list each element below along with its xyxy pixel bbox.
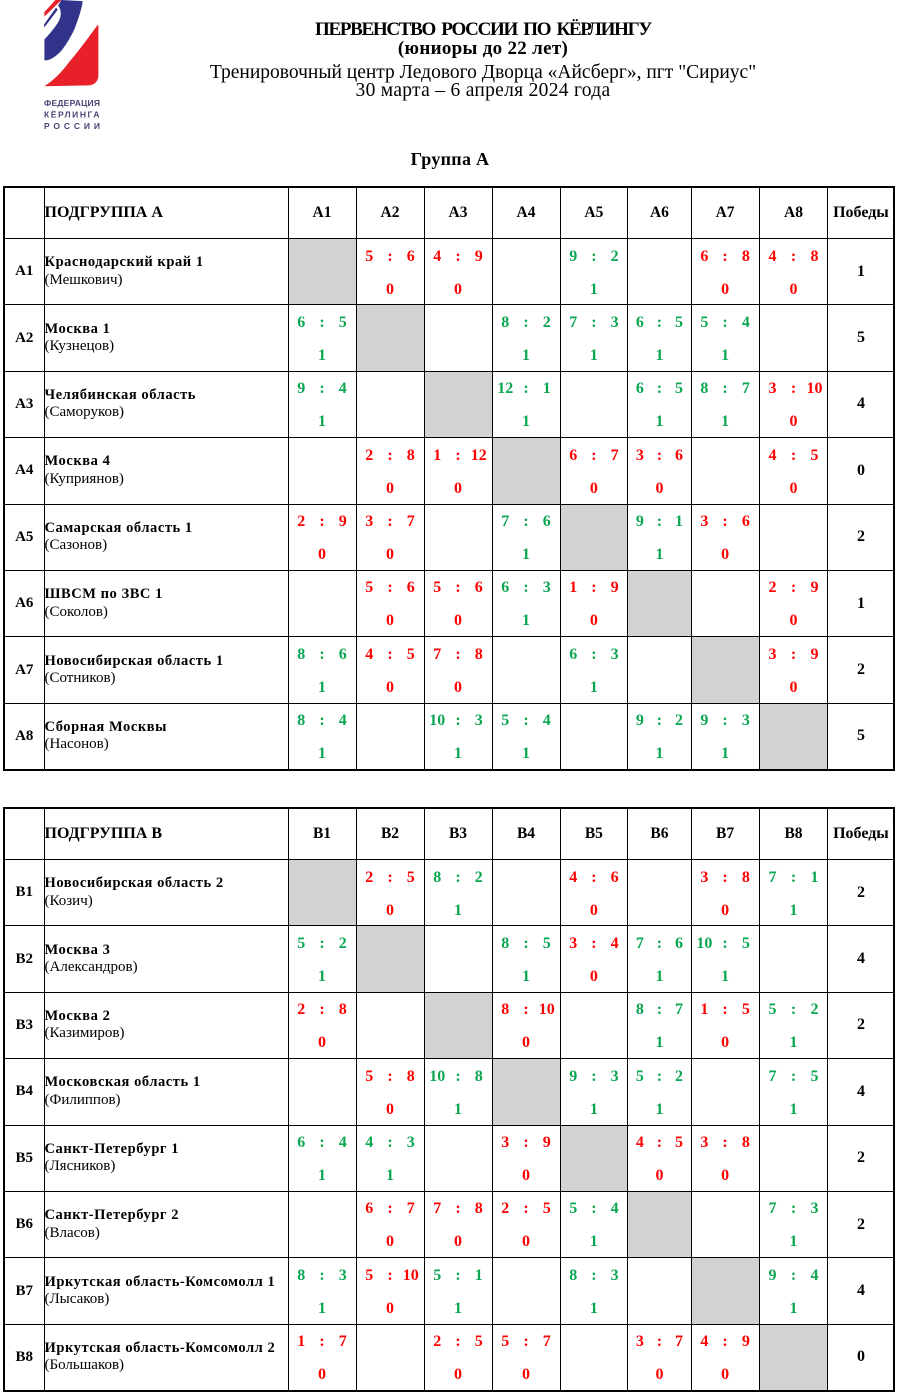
svg-text:КЁРЛИНГА: КЁРЛИНГА — [44, 110, 100, 120]
svg-text:ФЕДЕРАЦИЯ: ФЕДЕРАЦИЯ — [44, 98, 100, 108]
svg-text:РОССИИ: РОССИИ — [44, 121, 100, 131]
